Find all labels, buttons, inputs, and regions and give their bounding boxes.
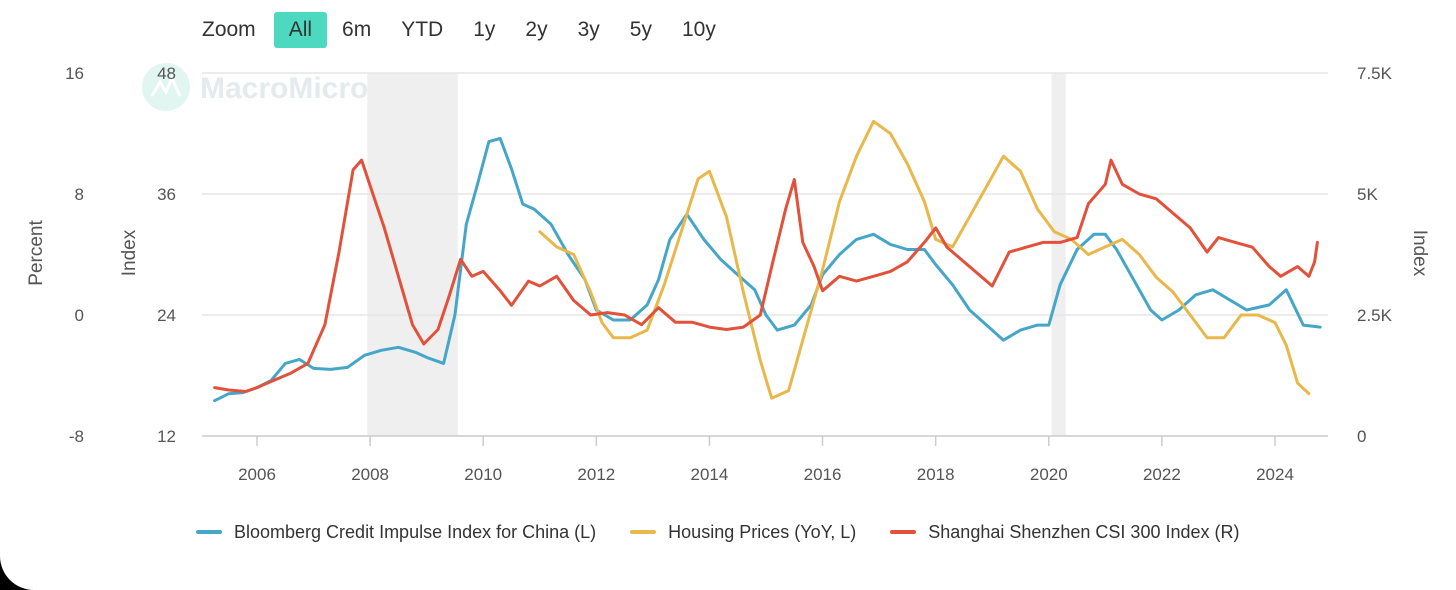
legend-item-housing-prices[interactable]: Housing Prices (YoY, L) [630, 522, 856, 543]
y-tick-label: 24 [157, 306, 176, 325]
x-tick-label: 2022 [1143, 465, 1181, 484]
legend-item-credit-impulse[interactable]: Bloomberg Credit Impulse Index for China… [196, 522, 596, 543]
y-axis-title-percent: Percent [26, 220, 47, 286]
chart-legend: Bloomberg Credit Impulse Index for China… [196, 520, 1273, 544]
zoom-button-2y[interactable]: 2y [525, 18, 548, 41]
y-tick-label: 16 [65, 64, 84, 83]
watermark-text: MacroMicro [200, 72, 368, 105]
zoom-label: Zoom [202, 18, 256, 41]
shaded-periods [367, 73, 1066, 436]
legend-label-credit-impulse: Bloomberg Credit Impulse Index for China… [234, 521, 597, 542]
watermark-chart-icon [150, 74, 182, 97]
watermark-logo-icon [142, 63, 190, 111]
y-axis-title-index-right: Index [1409, 230, 1430, 277]
shaded-period-1 [1051, 73, 1066, 436]
legend-swatch-housing-prices [630, 530, 657, 534]
zoom-button-1y[interactable]: 1y [473, 18, 496, 41]
y-tick-label: 36 [157, 185, 176, 204]
zoom-button-3y[interactable]: 3y [577, 18, 600, 41]
x-tick-label: 2012 [577, 465, 615, 484]
y-tick-label: -8 [69, 427, 84, 446]
y-tick-label: 0 [1357, 427, 1366, 446]
y-tick-label: 2.5K [1357, 306, 1393, 325]
y-tick-label: 7.5K [1357, 64, 1393, 83]
series-lines [213, 119, 1322, 403]
y-axis-title-index-left: Index [119, 229, 140, 276]
x-tick-label: 2006 [238, 465, 276, 484]
x-tick-label: 2018 [917, 465, 955, 484]
y-tick-label: 12 [157, 427, 176, 446]
legend-swatch-csi-300 [890, 530, 917, 534]
y-tick-label: 48 [157, 64, 176, 83]
y-tick-label: 8 [75, 185, 84, 204]
x-tick-label: 2016 [804, 465, 842, 484]
legend-swatch-credit-impulse [196, 530, 222, 534]
zoom-range-selector: Zoom All 6m YTD 1y 2y 3y 5y 10y [192, 12, 731, 48]
series-line-housing-prices[interactable] [538, 119, 1311, 400]
series-line-credit-impulse[interactable] [213, 137, 1322, 403]
y-axis-index-right: 7.5K 5K 2.5K 0 [1357, 64, 1393, 446]
macromicro-watermark: MacroMicro [142, 63, 368, 111]
legend-item-csi-300[interactable]: Shanghai Shenzhen CSI 300 Index (R) [890, 522, 1239, 543]
x-tick-label: 2014 [691, 465, 729, 484]
zoom-button-6m[interactable]: 6m [342, 18, 372, 41]
legend-label-housing-prices: Housing Prices (YoY, L) [668, 521, 857, 542]
legend-label-csi-300: Shanghai Shenzhen CSI 300 Index (R) [928, 521, 1240, 542]
y-tick-label: 5K [1357, 185, 1378, 204]
x-tick-label: 2010 [464, 465, 502, 484]
zoom-button-all[interactable]: All [273, 12, 328, 48]
x-tick-label: 2024 [1256, 465, 1294, 484]
zoom-button-ytd[interactable]: YTD [401, 18, 444, 41]
x-axis: 2006 2008 2010 2012 2014 2016 2018 2020 2022 2024 [238, 436, 1294, 484]
y-axis-index-left: 48 36 24 12 [157, 64, 176, 446]
x-tick-label: 2020 [1030, 465, 1068, 484]
zoom-button-10y[interactable]: 10y [681, 18, 716, 41]
shaded-period-0 [367, 73, 458, 436]
series-line-csi-300[interactable] [213, 158, 1319, 393]
x-tick-label: 2008 [351, 465, 389, 484]
y-tick-label: 0 [75, 306, 84, 325]
zoom-button-5y[interactable]: 5y [629, 18, 652, 41]
y-axis-percent: 16 8 0 -8 [65, 64, 84, 446]
